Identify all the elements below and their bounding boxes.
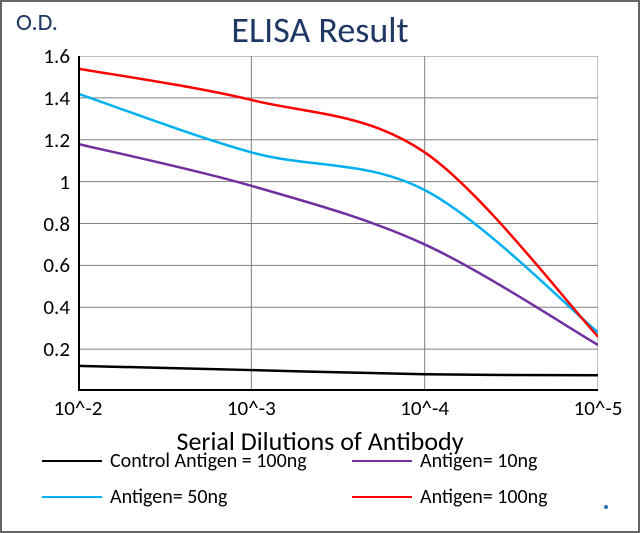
legend-label: Antigen= 10ng [420, 447, 537, 475]
y-tick: 1.6 [43, 43, 70, 69]
legend-row: Antigen= 50ng Antigen= 100ng [42, 483, 618, 511]
y-tick: 0.6 [43, 252, 70, 278]
y-tick: 1.4 [43, 85, 70, 111]
legend-swatch [42, 496, 102, 499]
legend-item-antigen100: Antigen= 100ng [352, 483, 602, 511]
legend-label: Antigen= 50ng [110, 483, 227, 511]
legend-item-control: Control Antigen = 100ng [42, 447, 352, 475]
legend-label: Control Antigen = 100ng [110, 447, 307, 475]
legend: Control Antigen = 100ng Antigen= 10ng Anti… [42, 447, 618, 519]
plot-area: 0.20.40.60.811.21.41.6 10^-210^-310^-410… [78, 56, 598, 391]
x-tick: 10^-5 [574, 395, 623, 421]
legend-swatch [352, 496, 412, 499]
y-tick: 0.2 [43, 336, 70, 362]
stray-mark [604, 505, 608, 509]
y-tick: 0.8 [43, 211, 70, 237]
y-tick: 0.4 [43, 294, 70, 320]
legend-swatch [42, 460, 102, 463]
legend-row: Control Antigen = 100ng Antigen= 10ng [42, 447, 618, 475]
chart-frame: O.D. ELISA Result 0.20.40.60.811.21.41.6… [0, 0, 640, 533]
x-tick: 10^-4 [400, 395, 449, 421]
y-tick: 1 [59, 169, 70, 195]
axis-border [78, 56, 598, 391]
legend-swatch [352, 460, 412, 463]
legend-label: Antigen= 100ng [420, 483, 548, 511]
x-tick: 10^-3 [227, 395, 276, 421]
x-tick: 10^-2 [54, 395, 103, 421]
legend-item-antigen10: Antigen= 10ng [352, 447, 602, 475]
chart-title: ELISA Result [2, 8, 638, 52]
y-tick: 1.2 [43, 127, 70, 153]
legend-item-antigen50: Antigen= 50ng [42, 483, 352, 511]
